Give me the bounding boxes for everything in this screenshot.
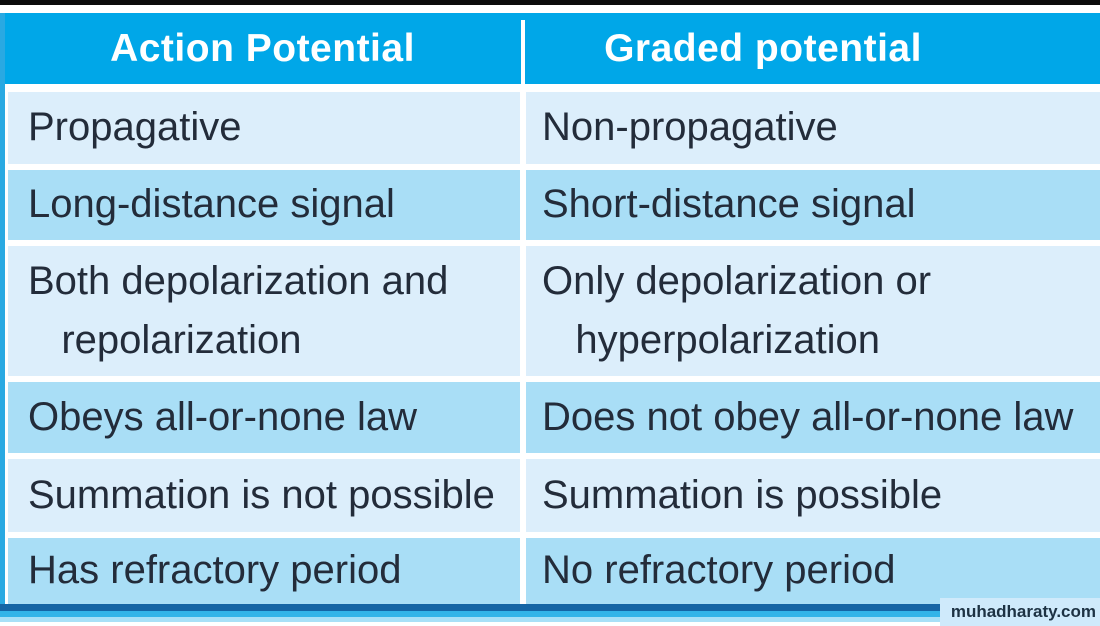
table-row: Has refractory period No refractory peri… [8, 538, 1100, 604]
table-cell-graded: Only depolarization or hyperpolarization [526, 246, 1100, 376]
table-row: Long-distance signal Short-distance sign… [8, 170, 1100, 240]
column-gap [520, 459, 526, 532]
table-cell-action: Has refractory period [8, 538, 520, 604]
table-row: Propagative Non-propagative [8, 92, 1100, 164]
table-cell-action: Obeys all-or-none law [8, 382, 520, 453]
column-gap [520, 246, 526, 376]
column-header-action-potential: Action Potential [110, 26, 415, 70]
watermark-muhadharaty: muhadharaty.com [940, 598, 1100, 626]
table-body: Propagative Non-propagative Long-distanc… [8, 92, 1100, 610]
top-border-bar [0, 0, 1100, 5]
table-row: Summation is not possible Summation is p… [8, 459, 1100, 532]
table-cell-action: Propagative [8, 92, 520, 164]
column-gap [520, 382, 526, 453]
table-cell-action: Summation is not possible [8, 459, 520, 532]
table-cell-graded: Non-propagative [526, 92, 1100, 164]
column-gap [520, 538, 526, 604]
table-cell-graded: Summation is possible [526, 459, 1100, 532]
column-gap [520, 92, 526, 164]
table-cell-graded: Short-distance signal [526, 170, 1100, 240]
column-header-graded-potential: Graded potential [604, 26, 922, 70]
column-gap [520, 170, 526, 240]
table-row: Both depolarization and repolarization O… [8, 246, 1100, 376]
table-cell-graded: Does not obey all-or-none law [526, 382, 1100, 453]
table-left-border [0, 13, 5, 604]
column-divider [520, 13, 526, 84]
table-bottom-border-dark [0, 604, 1100, 611]
table-bottom-border-cyan [0, 611, 1100, 617]
table-row: Obeys all-or-none law Does not obey all-… [8, 382, 1100, 453]
table-bottom-border-pale [0, 617, 1100, 622]
table-cell-graded: No refractory period [526, 538, 1100, 604]
table-cell-action: Both depolarization and repolarization [8, 246, 520, 376]
table-header-row: Action Potential Graded potential [5, 13, 1100, 84]
table-cell-action: Long-distance signal [8, 170, 520, 240]
